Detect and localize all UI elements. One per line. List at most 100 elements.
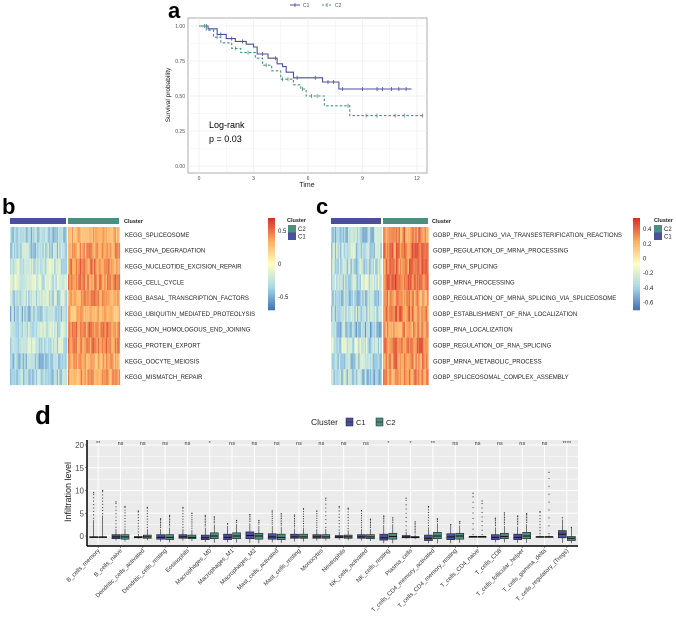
gobp-cell <box>355 353 358 370</box>
gobp-cell <box>419 321 421 338</box>
gobp-cell <box>425 321 428 338</box>
kegg-colorbar-segment <box>268 248 275 251</box>
kegg-cell <box>58 242 60 259</box>
gobp-cell <box>372 369 374 386</box>
kegg-cell <box>64 353 66 370</box>
gobp-cell <box>407 353 410 370</box>
gobp-cell <box>347 242 350 259</box>
kegg-cell <box>82 369 84 386</box>
gobp-cell <box>340 242 342 259</box>
kegg-cell <box>79 369 82 386</box>
kegg-cell <box>56 321 59 338</box>
gobp-cell <box>340 227 342 243</box>
kegg-colorbar-segment <box>268 303 275 306</box>
gobp-cell <box>363 321 365 338</box>
boxplot-outlier-C1 <box>494 521 496 523</box>
gobp-cell <box>383 258 385 275</box>
gobp-cell <box>419 290 421 307</box>
gobp-cell <box>393 290 395 307</box>
gobp-cell <box>423 321 425 338</box>
boxplot-x-tick-label: T_cells_gamma_delta <box>502 548 548 594</box>
kegg-cell <box>91 258 93 275</box>
kegg-cell <box>37 306 39 322</box>
kegg-cell <box>37 321 39 338</box>
gobp-cell <box>354 306 356 322</box>
kegg-colorbar-segment <box>268 291 275 294</box>
kegg-cell <box>62 290 64 307</box>
kegg-cell <box>19 227 21 243</box>
kegg-cell <box>59 353 61 370</box>
gobp-cell <box>385 227 387 243</box>
gobp-cell <box>409 242 411 259</box>
gobp-row-label: GOBP_RNA_LOCALIZATION <box>433 328 513 334</box>
boxplot-outlier-C1 <box>405 516 407 519</box>
gobp-cell <box>402 274 404 291</box>
kegg-colorbar-segment <box>268 279 275 282</box>
boxplot-outlier-C1 <box>472 528 474 530</box>
gobp-colorbar-segment <box>633 290 640 292</box>
boxplot-outlier-C2 <box>503 512 505 514</box>
gobp-cell <box>393 337 395 354</box>
gobp-cell <box>412 274 415 291</box>
kegg-cell <box>19 306 21 322</box>
gobp-cell <box>393 321 395 338</box>
kegg-cell <box>97 290 100 307</box>
boxplot-outlier-C2 <box>124 526 126 528</box>
kegg-cell <box>60 306 63 322</box>
kegg-colorbar-segment <box>268 287 275 289</box>
kegg-cell <box>112 258 114 275</box>
boxplot-outlier-C2 <box>102 506 104 508</box>
kegg-cell <box>81 227 83 243</box>
kegg-cell <box>75 369 78 386</box>
kegg-cell <box>62 321 64 338</box>
gobp-cell <box>370 274 372 291</box>
kegg-cell <box>75 337 78 354</box>
gobp-cell <box>405 242 407 259</box>
kegg-cell <box>32 353 34 370</box>
gobp-colorbar-tick: 0.2 <box>643 242 652 248</box>
kegg-cell <box>96 337 98 354</box>
kegg-cell <box>36 353 38 370</box>
gobp-cell <box>349 290 351 307</box>
kegg-cell <box>96 227 98 243</box>
kegg-cell <box>74 242 76 259</box>
boxplot-outlier-C2 <box>146 515 148 517</box>
kegg-cell <box>20 321 22 338</box>
gobp-cell <box>416 274 419 291</box>
kegg-cell <box>105 290 108 307</box>
kegg-cell <box>82 242 84 259</box>
kegg-cell <box>95 274 97 291</box>
gobp-cell <box>358 290 360 307</box>
kegg-cell <box>78 258 80 275</box>
kegg-cell <box>91 227 93 243</box>
gobp-cell <box>372 337 374 354</box>
gobp-cell <box>398 306 400 322</box>
kegg-colorbar-segment <box>268 297 275 300</box>
kegg-cell <box>84 227 87 243</box>
boxplot-outlier-C2 <box>169 515 171 517</box>
kegg-cell <box>73 290 75 307</box>
kegg-cell <box>104 258 106 275</box>
boxplot-outlier-C2 <box>169 519 171 521</box>
gobp-cell <box>373 306 376 322</box>
gobp-cell <box>358 337 360 354</box>
kegg-cell <box>64 369 66 386</box>
gobp-cell <box>353 258 355 275</box>
gobp-cell <box>412 321 415 338</box>
kegg-cell <box>17 290 20 307</box>
kegg-cell <box>28 353 30 370</box>
kegg-cell <box>90 258 92 275</box>
kegg-cell <box>12 258 14 275</box>
boxplot-outlier-C1 <box>115 513 117 515</box>
gobp-cell <box>360 369 363 386</box>
gobp-cell <box>406 242 408 259</box>
significance-label: * <box>209 441 212 447</box>
gobp-cell <box>371 274 373 291</box>
gobp-cell <box>411 258 413 275</box>
gobp-cell <box>389 242 391 259</box>
gobp-cell <box>368 337 371 354</box>
kegg-cell <box>38 321 40 338</box>
gobp-cell <box>419 274 421 291</box>
kegg-cell <box>34 258 37 275</box>
kegg-cell <box>73 227 75 243</box>
